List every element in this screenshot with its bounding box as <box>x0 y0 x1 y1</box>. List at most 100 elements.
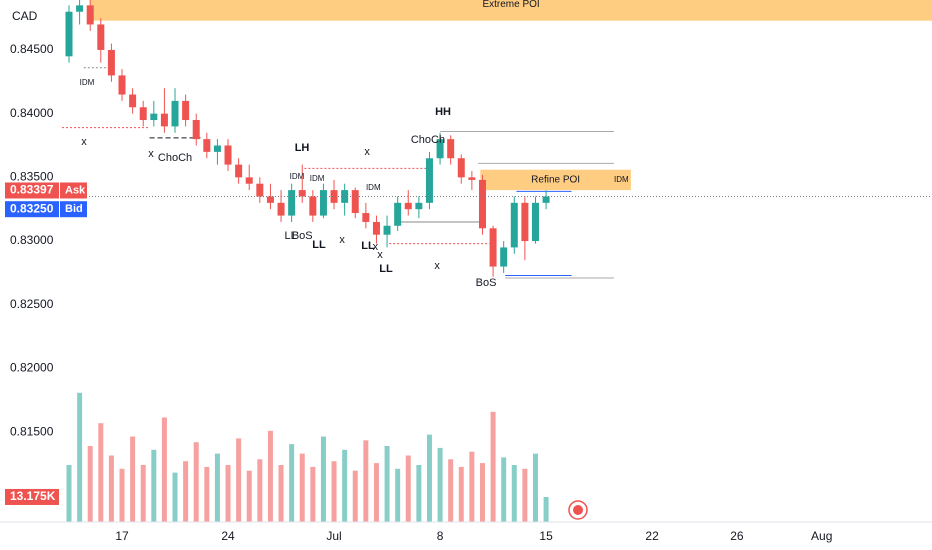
bid-tag <box>5 201 59 218</box>
x-tick-label: 8 <box>437 529 444 543</box>
annotation: LL <box>379 263 393 275</box>
volume-bar <box>299 453 305 522</box>
volume-bar <box>257 459 263 522</box>
volume-bar <box>469 451 475 522</box>
y-tick-label: 0.84000 <box>10 106 54 120</box>
volume-bar <box>395 468 401 522</box>
candle-body <box>383 225 391 235</box>
zone-label: Extreme POI <box>482 0 539 10</box>
volume-bar <box>108 455 114 522</box>
candle-body <box>362 213 370 222</box>
volume-bar <box>214 453 220 522</box>
bid-price: 0.83250 <box>10 201 54 215</box>
volume-bar <box>342 449 348 522</box>
volume-bar <box>172 472 178 522</box>
volume-bar <box>511 465 517 522</box>
annotation: x <box>377 249 383 261</box>
candle-body <box>372 221 380 235</box>
candle-body <box>150 113 158 121</box>
candle-body <box>351 190 359 214</box>
ask-name-box <box>60 182 87 199</box>
annotation: LL <box>312 239 326 251</box>
annotation: IDM <box>290 172 305 181</box>
volume-bar <box>448 459 454 522</box>
candle-body <box>86 5 94 25</box>
candle-body <box>277 202 285 216</box>
annotation: x <box>339 234 345 246</box>
ask-tag <box>5 182 59 199</box>
candle-body <box>500 247 508 267</box>
volume-bar <box>246 470 252 522</box>
bid-name: Bid <box>65 203 83 215</box>
volume-bar <box>161 417 167 522</box>
volume-bar <box>310 466 316 522</box>
candle-body <box>171 100 179 127</box>
volume-bar <box>278 465 284 522</box>
x-tick-label: Jul <box>326 529 341 543</box>
candle-body <box>478 179 486 229</box>
annotation: IDM <box>310 174 325 183</box>
candle-body <box>531 202 539 242</box>
volume-bar <box>543 496 549 522</box>
volume-bar <box>331 461 337 522</box>
volume-bar <box>140 465 146 522</box>
candle-body <box>457 158 465 178</box>
annotation: x <box>373 241 379 253</box>
candle-body <box>510 202 518 248</box>
volume-bar <box>458 466 464 522</box>
candle-body <box>288 190 296 216</box>
x-tick-label: 26 <box>730 529 744 543</box>
volume-bar <box>236 438 242 522</box>
candle-body <box>160 113 168 127</box>
volume-bar <box>416 465 422 522</box>
event-marker[interactable] <box>568 500 588 520</box>
volume-bar <box>373 463 379 522</box>
zone-label: Refine POI <box>531 175 580 186</box>
annotation: x <box>81 136 87 148</box>
x-tick-label: Aug <box>811 529 832 543</box>
volume-bar <box>193 442 199 522</box>
volume-bar <box>183 461 189 522</box>
annotation: x <box>364 146 370 158</box>
poi-zone <box>90 0 932 21</box>
y-tick-label: 0.81500 <box>10 424 54 438</box>
candle-body <box>213 145 221 152</box>
volume-bar <box>426 434 432 522</box>
candle-body <box>468 177 476 180</box>
candle-body <box>330 190 338 203</box>
candle-body <box>129 94 137 108</box>
volume-bar <box>267 430 273 522</box>
volume-bar <box>289 444 295 522</box>
volume-bar <box>225 465 231 522</box>
ask-name: Ask <box>65 184 86 196</box>
annotation: LH <box>295 142 310 154</box>
candle-body <box>394 202 402 226</box>
candle-body <box>542 196 550 203</box>
volume-bar <box>479 463 485 522</box>
volume-bar <box>119 468 125 522</box>
volume-bar <box>522 468 528 522</box>
candle-body <box>182 100 190 121</box>
annotation: BoS <box>292 230 313 242</box>
candle-body <box>256 183 264 197</box>
annotation: BoS <box>476 277 497 289</box>
volume-bar <box>130 436 136 522</box>
candle-body <box>489 228 497 267</box>
currency-label: CAD <box>12 9 38 23</box>
volume-bar <box>77 392 83 522</box>
candle-body <box>425 158 433 203</box>
candle-body <box>76 5 84 12</box>
volume-bar <box>384 446 390 522</box>
poi-zone <box>480 169 631 191</box>
candle-body <box>298 190 306 197</box>
volume-bar <box>66 465 72 522</box>
candle-body <box>203 139 211 152</box>
annotation: IDM <box>614 175 629 184</box>
annotation: IDM <box>80 78 95 87</box>
candle-body <box>319 190 327 216</box>
x-tick-label: 17 <box>115 529 129 543</box>
candle-body <box>97 24 105 50</box>
plot-area: Extreme POI Refine POI IDM IDM IDM IDM IDM ChoC… <box>62 0 932 522</box>
